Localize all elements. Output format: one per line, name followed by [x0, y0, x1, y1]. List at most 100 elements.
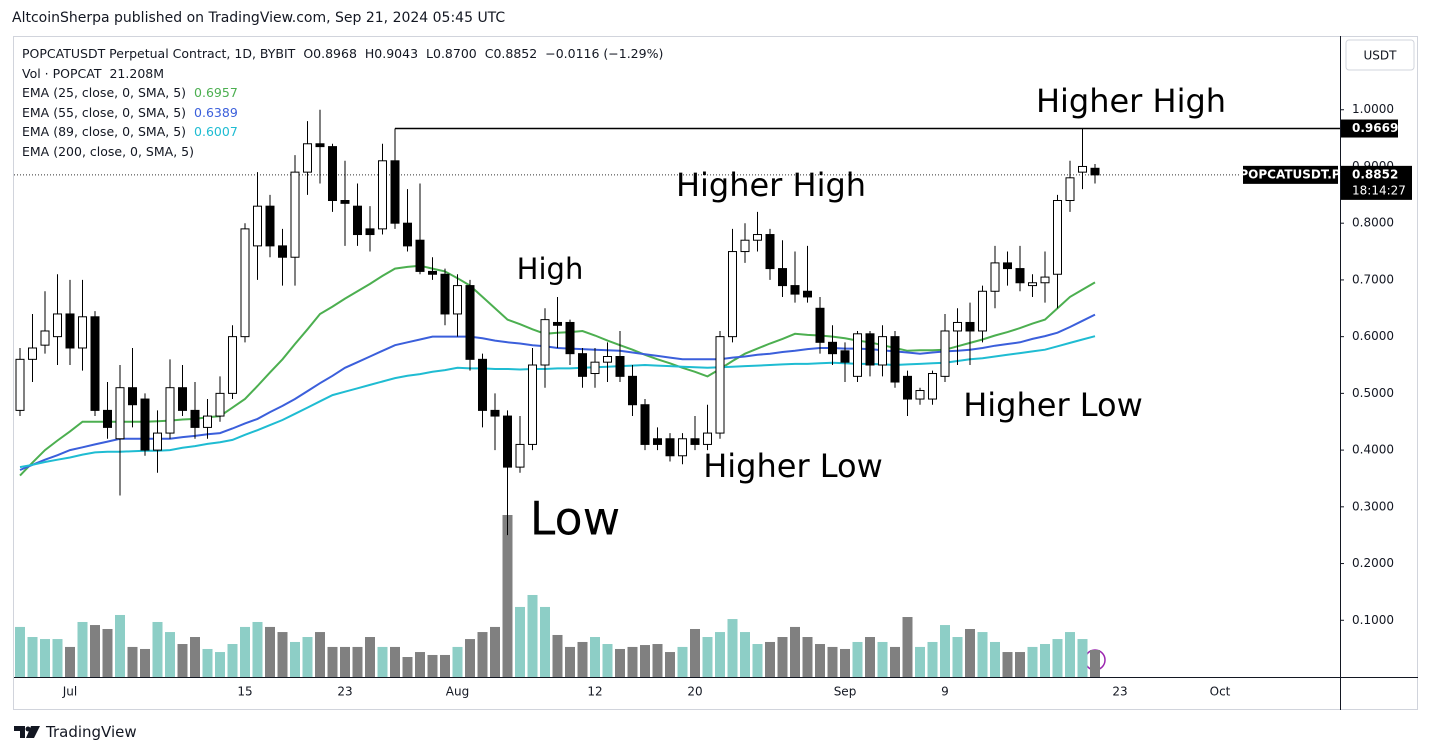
- volume-bar: [352, 646, 363, 677]
- legend-entry: EMA (25, close, 0, SMA, 5): [22, 85, 187, 100]
- volume-bar: [727, 619, 738, 677]
- volume-bar: [52, 639, 63, 677]
- ema-line: [19, 335, 1096, 469]
- candle-body: [290, 171, 300, 258]
- volume-bar: [590, 637, 600, 677]
- volume-bar: [40, 639, 50, 677]
- volume-bar: [865, 637, 875, 677]
- legend-row: EMA (55, close, 0, SMA, 5) 0.6389: [22, 103, 663, 123]
- hline-label: 0.9669: [1352, 121, 1398, 135]
- volume-bar: [765, 641, 775, 677]
- x-tick-label: Jul: [62, 685, 77, 699]
- annotation: High: [517, 252, 584, 286]
- candle-body: [415, 239, 425, 272]
- volume-bar: [1090, 649, 1100, 677]
- volume-bar: [202, 648, 213, 677]
- ohlc-value: H0.9043: [364, 46, 419, 61]
- candle-body: [990, 262, 1000, 292]
- x-tick-label: 20: [687, 685, 702, 699]
- candle-body: [1065, 177, 1075, 202]
- volume-bar: [140, 648, 150, 677]
- candle-body: [853, 333, 862, 377]
- legend-entry: EMA (89, close, 0, SMA, 5): [22, 124, 187, 139]
- candle-body: [703, 432, 712, 445]
- candle-body: [528, 364, 537, 445]
- candle-body: [1028, 282, 1037, 287]
- candle-body: [278, 245, 287, 258]
- volume-bar: [340, 646, 350, 677]
- candle-body: [428, 270, 437, 275]
- volume-title: Vol · POPCAT: [22, 65, 102, 81]
- volume-bar: [665, 652, 675, 677]
- symbol-tag: POPCATUSDT.P: [1239, 167, 1340, 181]
- volume-bar: [740, 632, 750, 677]
- legend-row: EMA (200, close, 0, SMA, 5): [22, 142, 663, 162]
- volume-bar: [802, 637, 813, 677]
- annotation: Higher High: [1036, 82, 1226, 120]
- ohlc-value: −0.0116 (−1.29%): [545, 46, 664, 61]
- candle-body: [265, 205, 275, 247]
- y-tick-label: 0.8000: [1352, 216, 1394, 230]
- volume-bar: [702, 637, 713, 677]
- candle-body: [503, 415, 512, 468]
- candle-body: [1040, 276, 1050, 284]
- candle-body: [828, 341, 837, 355]
- candle-body: [640, 404, 650, 445]
- candle-body: [403, 222, 412, 247]
- candle-body: [678, 438, 687, 457]
- volume-bar: [252, 621, 263, 677]
- candle-body: [203, 415, 212, 428]
- candle-body: [578, 353, 587, 377]
- candle-body: [303, 143, 312, 173]
- ema-line: [19, 313, 1096, 471]
- candle-body: [978, 290, 987, 332]
- frame: [13, 36, 1418, 710]
- annotation: Low: [530, 492, 621, 546]
- candle-body: [940, 330, 950, 377]
- volume-bar: [427, 654, 438, 677]
- candle-body: [128, 387, 137, 406]
- candle-body: [790, 285, 800, 295]
- candle-body: [378, 160, 387, 230]
- volume-bar: [502, 515, 513, 677]
- volume-bar: [227, 644, 238, 677]
- volume-bar: [927, 641, 938, 677]
- x-tick-label: 12: [587, 685, 602, 699]
- volume-bar: [365, 637, 375, 677]
- currency-box[interactable]: [1345, 39, 1415, 71]
- candle-body: [90, 316, 100, 411]
- volume-bar: [902, 617, 913, 677]
- volume-bar: [677, 646, 688, 677]
- candle-body: [728, 251, 737, 338]
- legend-value: 0.6389: [194, 104, 238, 120]
- volume-bar: [465, 639, 475, 677]
- candle-body: [365, 228, 375, 236]
- candle-body: [1003, 262, 1012, 270]
- volume-bar: [77, 621, 88, 677]
- candle-body: [903, 375, 912, 400]
- legend: POPCATUSDT Perpetual Contract, 1D, BYBIT…: [22, 44, 663, 161]
- candle-body: [965, 321, 975, 332]
- y-tick-label: 0.5000: [1352, 386, 1394, 400]
- y-tick-label: 0.6000: [1352, 329, 1394, 343]
- legend-entry: EMA (200, close, 0, SMA, 5): [22, 143, 194, 159]
- volume-bar: [777, 637, 788, 677]
- volume-bar: [540, 606, 550, 677]
- symbol-tag-box: [1243, 165, 1338, 184]
- x-tick-label: Aug: [446, 685, 469, 699]
- volume-bar: [990, 641, 1000, 677]
- volume-bar: [640, 645, 650, 677]
- candle-body: [878, 336, 887, 366]
- volume-bar: [565, 646, 575, 677]
- candle-body: [1090, 167, 1100, 176]
- volume-bar: [577, 641, 588, 677]
- volume-bar: [165, 632, 175, 677]
- candle-body: [453, 285, 462, 315]
- candle-body: [590, 361, 600, 375]
- y-tick-label: 1.0000: [1352, 102, 1394, 116]
- y-tick-label: 0.7000: [1352, 272, 1394, 286]
- candle-body: [953, 321, 962, 332]
- last-price-label: 0.8852: [1352, 167, 1398, 181]
- candle-body: [815, 307, 825, 343]
